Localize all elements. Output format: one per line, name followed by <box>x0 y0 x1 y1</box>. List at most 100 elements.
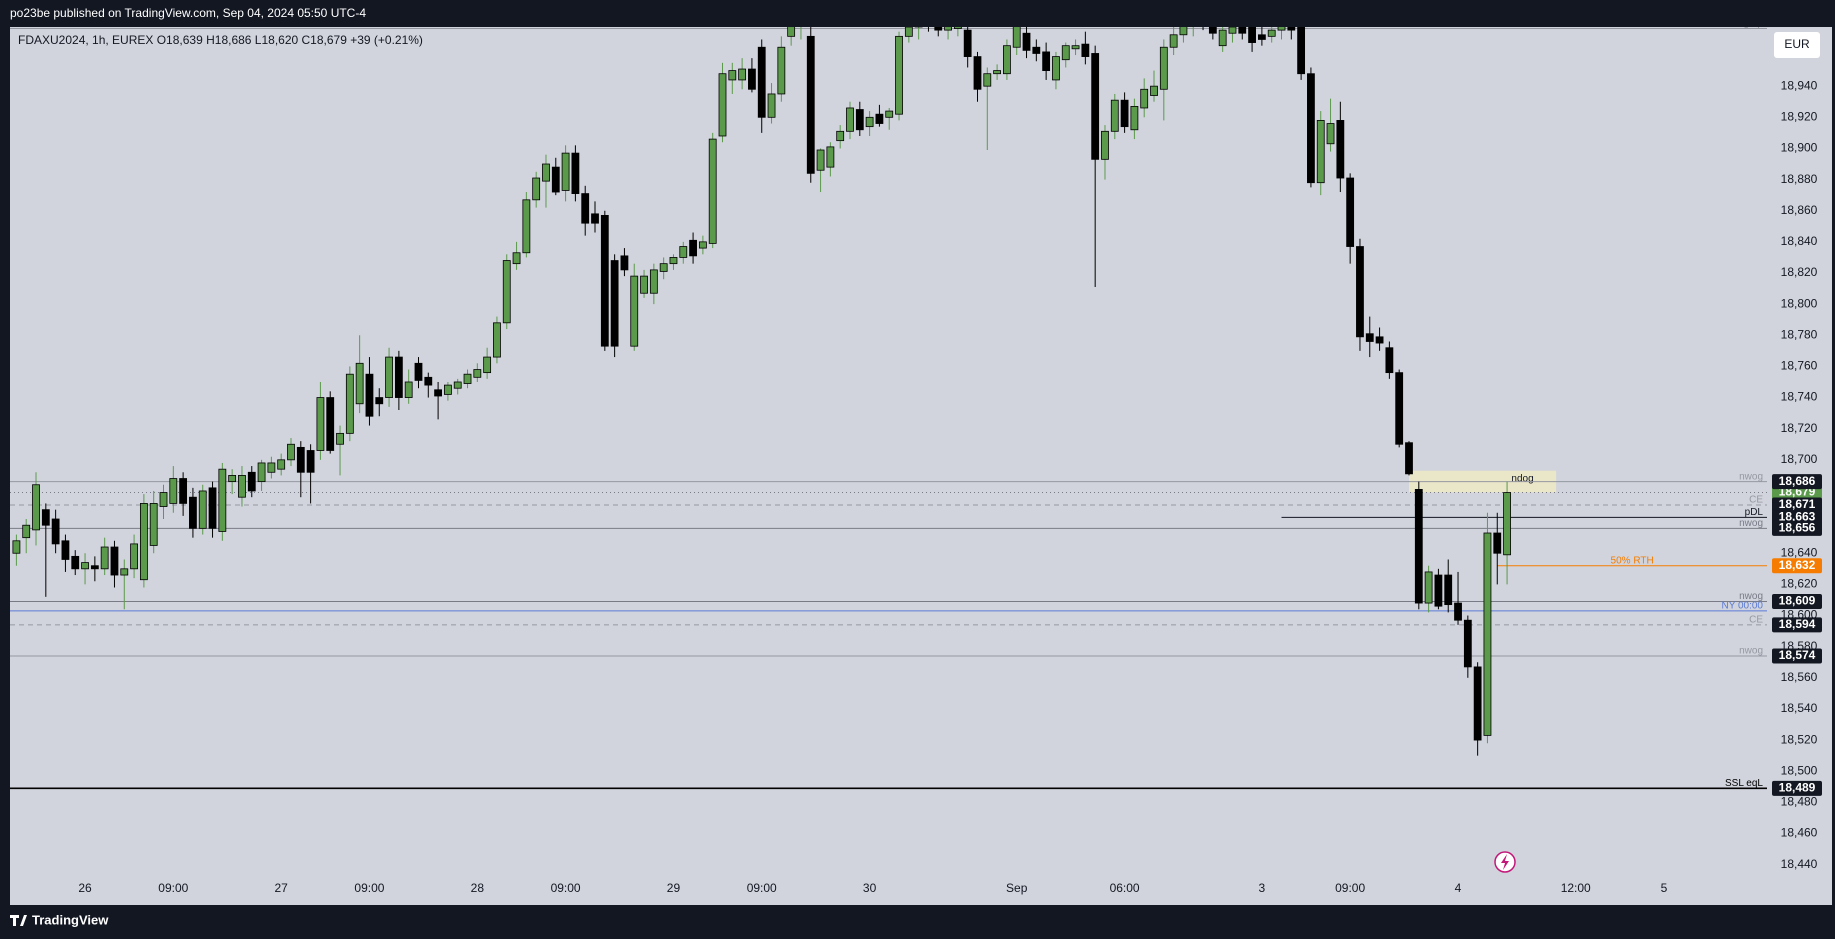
candle-body <box>973 56 982 90</box>
candle-body <box>728 70 737 81</box>
candle-body <box>1336 120 1345 179</box>
candle-body <box>1228 27 1237 34</box>
candle-body <box>581 193 590 224</box>
candle-body <box>1483 532 1492 736</box>
price-tag-bg <box>1772 617 1822 633</box>
x-tick-label: 09:00 <box>747 881 777 895</box>
candle-body <box>345 373 354 434</box>
candle-body <box>100 546 109 570</box>
candle-body <box>875 113 884 124</box>
footer-brand[interactable]: TradingView <box>32 912 109 927</box>
candle-body <box>1375 336 1384 344</box>
price-tag-bg <box>1772 648 1822 664</box>
candle-body <box>846 107 854 132</box>
candle-body <box>404 381 413 398</box>
candle-body <box>934 27 943 31</box>
candle-body <box>1022 32 1031 51</box>
candle-body <box>12 540 21 554</box>
candle-body <box>149 503 158 546</box>
candle-body <box>296 446 305 473</box>
candle-body <box>218 468 227 532</box>
candle-body <box>1385 347 1394 374</box>
price-tag: 18,663 <box>1779 510 1816 524</box>
candle-body <box>591 213 599 224</box>
y-tick-label: 18,440 <box>1781 857 1818 871</box>
y-tick-label: 18,480 <box>1781 795 1818 809</box>
candle-body <box>1267 29 1276 37</box>
x-tick-label: 09:00 <box>354 881 384 895</box>
candle-body <box>1248 27 1256 43</box>
candle-body <box>130 543 138 570</box>
candle-body <box>895 35 903 115</box>
y-tick-label: 18,700 <box>1781 452 1818 466</box>
candle-body <box>1012 27 1021 48</box>
level-label: CE <box>1749 495 1763 506</box>
y-tick-label: 18,900 <box>1781 141 1818 155</box>
candle-body <box>1071 45 1080 50</box>
candle-body <box>1277 27 1286 31</box>
price-tag: 18,686 <box>1779 474 1816 488</box>
candle-body <box>738 68 747 81</box>
x-tick-label: 28 <box>471 881 485 895</box>
candle-body <box>748 68 756 90</box>
candle-body <box>71 555 80 570</box>
candle-body <box>414 362 423 381</box>
candle-body <box>1101 130 1109 160</box>
x-tick-label: 09:00 <box>551 881 581 895</box>
currency-button[interactable] <box>1774 32 1820 58</box>
candle-body <box>247 471 256 492</box>
candle-body <box>885 110 894 118</box>
x-tick-label: 26 <box>78 881 92 895</box>
candle-body <box>944 27 952 31</box>
currency-label[interactable]: EUR <box>1784 37 1810 51</box>
candle-body <box>542 163 550 182</box>
candle-body <box>757 46 766 118</box>
candle-body <box>659 263 668 272</box>
candle-body <box>32 484 40 531</box>
candle-body <box>1395 372 1404 445</box>
candle-body <box>1218 29 1227 47</box>
candle-body <box>532 177 541 201</box>
candle-body <box>1120 99 1129 128</box>
candle-body <box>836 130 845 142</box>
candle-body <box>110 546 119 576</box>
candle-body <box>1503 492 1511 556</box>
candle-body <box>551 166 560 193</box>
candle-body <box>189 496 197 529</box>
candle-body <box>1316 120 1325 184</box>
candle-body <box>1061 45 1070 61</box>
alert-icon[interactable] <box>1494 851 1516 873</box>
candle-body <box>463 373 472 384</box>
candle-body <box>1414 489 1423 604</box>
level-label: nwog <box>1739 591 1763 602</box>
candle-body <box>306 450 315 473</box>
candle-body <box>1444 574 1453 606</box>
y-tick-label: 18,460 <box>1781 826 1818 840</box>
candle-body <box>159 492 168 507</box>
y-tick-label: 18,620 <box>1781 577 1818 591</box>
candle-body <box>1140 88 1149 109</box>
footer-logo[interactable] <box>10 915 27 926</box>
level-label: nwog <box>1739 646 1763 657</box>
candle-body <box>394 356 403 398</box>
level-label: SSL eqL <box>1725 778 1763 789</box>
x-tick-label: 27 <box>275 881 289 895</box>
candle-body <box>473 369 482 378</box>
x-tick-label: 06:00 <box>1110 881 1140 895</box>
candle-body <box>983 73 992 87</box>
candle-body <box>1356 246 1364 338</box>
candle-body <box>816 149 825 171</box>
candle-body <box>993 70 1001 75</box>
candle-body <box>1405 442 1413 475</box>
candle-body <box>1326 123 1335 145</box>
candle-body <box>708 138 717 244</box>
candle-body <box>522 199 531 254</box>
candle-body <box>561 152 570 191</box>
candle-body <box>787 27 796 37</box>
y-tick-label: 18,560 <box>1781 670 1818 684</box>
candle-body <box>610 260 619 347</box>
level-label: nwog <box>1739 471 1763 482</box>
candle-body <box>571 152 580 194</box>
price-tag: 18,489 <box>1779 781 1816 795</box>
